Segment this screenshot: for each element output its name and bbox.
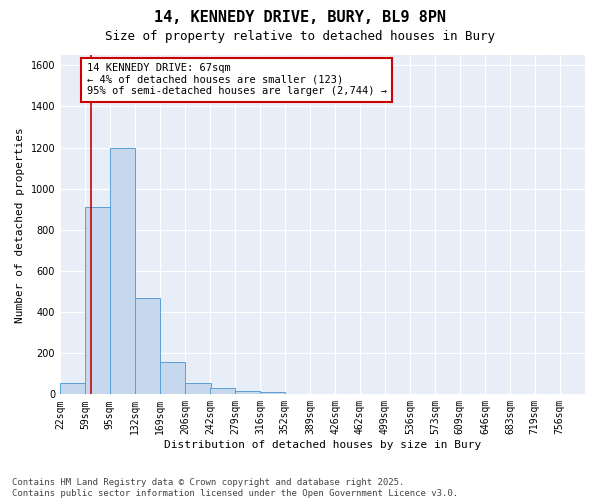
Bar [135,298,160,394]
Text: 14 KENNEDY DRIVE: 67sqm
← 4% of detached houses are smaller (123)
95% of semi-de: 14 KENNEDY DRIVE: 67sqm ← 4% of detached… [86,63,386,96]
Text: 14, KENNEDY DRIVE, BURY, BL9 8PN: 14, KENNEDY DRIVE, BURY, BL9 8PN [154,10,446,25]
Bar [260,392,286,394]
Bar [160,362,185,394]
Bar [235,391,260,394]
Bar [85,207,110,394]
Bar [110,148,135,394]
Y-axis label: Number of detached properties: Number of detached properties [15,127,25,322]
Text: Contains HM Land Registry data © Crown copyright and database right 2025.
Contai: Contains HM Land Registry data © Crown c… [12,478,458,498]
Text: Size of property relative to detached houses in Bury: Size of property relative to detached ho… [105,30,495,43]
X-axis label: Distribution of detached houses by size in Bury: Distribution of detached houses by size … [164,440,481,450]
Bar [60,383,85,394]
Bar [210,388,235,394]
Bar [185,383,211,394]
